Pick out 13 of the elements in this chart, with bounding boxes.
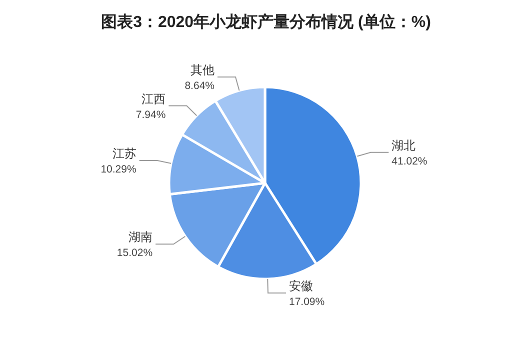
slice-label: 江苏 xyxy=(112,146,136,161)
data-label: 8.64% xyxy=(184,80,215,92)
data-label: 15.02% xyxy=(116,247,153,260)
data-label: 17.09% xyxy=(289,296,325,308)
slice-label: 江西 xyxy=(142,92,166,106)
slice-label: 湖南 xyxy=(128,230,153,244)
slice-label: 其他 xyxy=(190,63,215,78)
slice-label: 安徽 xyxy=(289,278,314,293)
data-label: 7.94% xyxy=(136,108,166,121)
slice-label: 湖北 xyxy=(392,138,416,152)
chart-title: 图表3：2020年小龙虾产量分布情况 (单位：%) xyxy=(101,13,431,31)
data-label: 41.02% xyxy=(392,155,428,168)
data-label: 10.29% xyxy=(100,164,136,176)
